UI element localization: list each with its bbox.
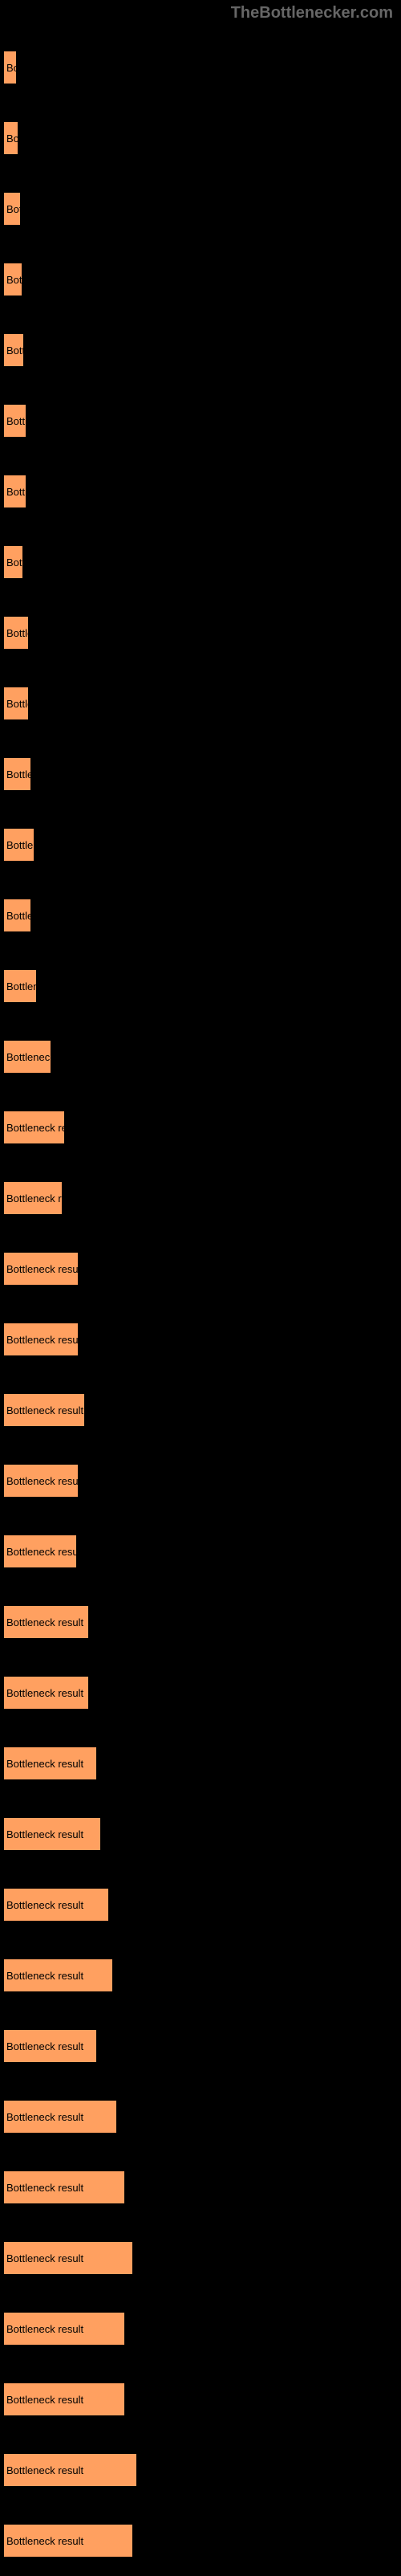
bar-row: Bottleneck result [4,456,401,527]
bar-row: Bottleneck result [4,32,401,103]
bar-row: Bottleneck result [4,103,401,173]
bar-row: Bottleneck result [4,2011,401,2081]
bar: Bottleneck result [4,122,18,154]
bar-row: Bottleneck result [4,597,401,668]
bar: Bottleneck result [4,687,28,719]
bar: Bottleneck result [4,1465,78,1497]
bar: Bottleneck result [4,899,30,931]
watermark-text: TheBottlenecker.com [231,4,393,22]
bar: Bottleneck result [4,2525,132,2557]
bar: Bottleneck result [4,1041,51,1073]
bar: Bottleneck result [4,546,22,578]
bar: Bottleneck result [4,51,16,84]
bar-row: Bottleneck result [4,173,401,244]
bar-chart: Bottleneck result Bottleneck result Bottle… [0,0,401,2576]
bar: Bottleneck result [4,1677,88,1709]
bar: Bottleneck result [4,2383,124,2415]
bar-row: Bottleneck result [4,2364,401,2435]
bar-row: Bottleneck result [4,2505,401,2576]
bar: Bottleneck result [4,2454,136,2486]
bar-row: Bottleneck result [4,1445,401,1516]
bar-row: Bottleneck result [4,880,401,951]
bar-row: Bottleneck result [4,1657,401,1728]
bar: Bottleneck result [4,1535,76,1567]
bar: Bottleneck result [4,2171,124,2203]
bar: Bottleneck result [4,193,20,225]
bar-row: Bottleneck result [4,1375,401,1445]
bar-row: Bottleneck result [4,385,401,456]
bar: Bottleneck result [4,2313,124,2345]
bar-row: Bottleneck result [4,951,401,1021]
bar-row: Bottleneck result [4,1516,401,1587]
bar-row: Bottleneck result [4,1869,401,1940]
bar-row: Bottleneck result [4,1799,401,1869]
bar-row: Bottleneck result [4,2293,401,2364]
bar-row: Bottleneck result [4,809,401,880]
bar-row: Bottleneck result [4,1163,401,1233]
bar-row: Bottleneck result [4,1728,401,1799]
bar-row: Bottleneck result [4,1587,401,1657]
bar-row: Bottleneck result [4,1092,401,1163]
bar-row: Bottleneck result [4,2081,401,2152]
bar: Bottleneck result [4,2101,116,2133]
bar: Bottleneck result [4,758,30,790]
bar: Bottleneck result [4,334,23,366]
bar: Bottleneck result [4,475,26,507]
bar: Bottleneck result [4,1818,100,1850]
bar-row: Bottleneck result [4,739,401,809]
bar: Bottleneck result [4,1606,88,1638]
bar: Bottleneck result [4,1959,112,1991]
bar: Bottleneck result [4,2242,132,2274]
bar: Bottleneck result [4,1747,96,1779]
bar: Bottleneck result [4,1323,78,1355]
bar-row: Bottleneck result [4,2435,401,2505]
bar: Bottleneck result [4,1394,84,1426]
bar-row: Bottleneck result [4,1304,401,1375]
bar-row: Bottleneck result [4,1021,401,1092]
bar: Bottleneck result [4,829,34,861]
bar-row: Bottleneck result [4,2152,401,2223]
bar-row: Bottleneck result [4,668,401,739]
bar: Bottleneck result [4,263,22,296]
bar: Bottleneck result [4,1111,64,1143]
bar: Bottleneck result [4,1182,62,1214]
bar: Bottleneck result [4,405,26,437]
bar: Bottleneck result [4,970,36,1002]
bar-row: Bottleneck result [4,1233,401,1304]
bar-row: Bottleneck result [4,1940,401,2011]
bar-row: Bottleneck result [4,527,401,597]
bar-row: Bottleneck result [4,244,401,315]
bar: Bottleneck result [4,1889,108,1921]
bar: Bottleneck result [4,617,28,649]
bar-row: Bottleneck result [4,2223,401,2293]
bar-row: Bottleneck result [4,315,401,385]
bar: Bottleneck result [4,2030,96,2062]
bar: Bottleneck result [4,1253,78,1285]
